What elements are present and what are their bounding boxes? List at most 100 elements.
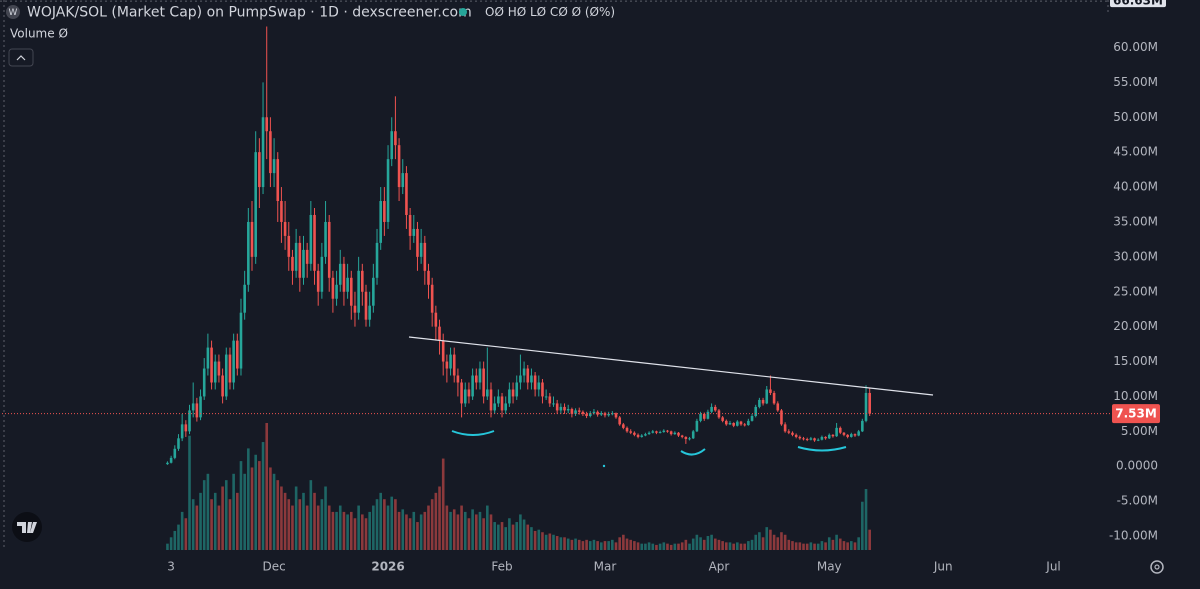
candle-body — [364, 291, 368, 320]
candle-body — [180, 424, 184, 439]
volume-bar — [842, 541, 846, 550]
volume-bar — [548, 533, 552, 550]
collapse-button[interactable] — [8, 48, 34, 67]
volume-bar — [717, 539, 721, 550]
volume-bar — [633, 541, 636, 550]
volume-bar — [861, 501, 864, 550]
candle-body — [629, 431, 633, 433]
settings-gear-center[interactable] — [1154, 564, 1160, 570]
volume-bar — [346, 514, 349, 550]
candle-body — [191, 403, 195, 411]
volume-bar — [835, 534, 838, 550]
candle-body — [357, 270, 360, 313]
candle-body — [761, 399, 765, 404]
volume-bar — [794, 542, 798, 550]
y-tick-label: 55.00M — [1113, 75, 1158, 89]
candle-body — [548, 396, 552, 404]
volume-bar — [691, 538, 695, 550]
candle-body — [305, 249, 309, 264]
volume-bar — [783, 534, 787, 550]
volume-bar — [280, 486, 283, 550]
volume-bar — [438, 486, 441, 550]
volume-bar — [710, 534, 713, 550]
volume-bar — [666, 543, 669, 550]
volume-bar — [213, 492, 217, 550]
volume-bar — [342, 511, 346, 550]
volume-bar — [684, 539, 688, 550]
candle-body — [349, 277, 353, 306]
volume-bar — [629, 539, 633, 550]
x-tick-label: 2026 — [371, 560, 404, 574]
candle-body — [254, 152, 257, 257]
volume-bar — [434, 492, 438, 550]
candle-body — [798, 436, 802, 439]
candle-body — [588, 413, 592, 416]
candle-body — [570, 409, 574, 414]
candle-body — [320, 256, 324, 292]
annotation-curve — [797, 446, 847, 452]
candle-body — [236, 340, 239, 369]
volume-bar — [423, 511, 427, 550]
candle-body — [633, 432, 636, 435]
volume-bar — [419, 514, 423, 550]
volume-bar — [221, 486, 224, 550]
volume-bar — [713, 538, 717, 550]
candle-body — [232, 340, 235, 383]
y-tick-label: 25.00M — [1113, 284, 1158, 298]
token-icon-letter: W — [9, 8, 18, 18]
settings-button[interactable] — [1150, 560, 1164, 574]
collapse-button-box[interactable] — [8, 48, 34, 67]
volume-bar — [305, 505, 309, 550]
candle-body — [269, 131, 272, 174]
candle-body — [691, 431, 695, 439]
candle-body — [732, 422, 735, 426]
volume-bar — [386, 505, 390, 550]
candle-body — [441, 340, 445, 362]
candle-body — [173, 448, 177, 458]
candle-body — [783, 424, 787, 432]
volume-bar — [471, 509, 474, 550]
candle-body — [636, 434, 640, 437]
candle-body — [169, 457, 173, 463]
volume-bar — [827, 537, 831, 550]
volume-bar — [838, 538, 842, 550]
candle-body — [555, 403, 559, 411]
candle-body — [438, 326, 441, 341]
candle-body — [677, 432, 680, 436]
candle-body — [434, 312, 438, 327]
settings-gear[interactable] — [1150, 560, 1164, 574]
volume-bar — [489, 514, 493, 550]
candle-body — [717, 410, 721, 418]
volume-bar — [611, 539, 614, 550]
volume-bar — [544, 534, 548, 550]
candle-body — [530, 375, 533, 383]
candle-body — [662, 430, 666, 433]
candle-body — [684, 436, 688, 440]
candle-body — [298, 242, 302, 278]
volume-bar — [577, 539, 581, 550]
volume-bar — [791, 541, 794, 550]
candle-body — [302, 249, 305, 278]
volume-bar — [640, 543, 644, 550]
volume-bar — [357, 505, 360, 550]
candle-body — [747, 420, 750, 426]
volume-bar — [721, 541, 724, 550]
candle-body — [750, 415, 754, 421]
volume-bar — [809, 542, 813, 550]
volume-bar — [195, 505, 199, 550]
volume-bar — [504, 527, 508, 550]
volume-bar — [486, 505, 489, 550]
candle-body — [618, 417, 621, 425]
candle-body — [846, 434, 849, 437]
candle-body — [243, 284, 246, 313]
candle-body — [868, 392, 871, 414]
candle-body — [559, 406, 563, 411]
volume-bar — [508, 518, 511, 550]
candle-body — [666, 430, 669, 432]
volume-bar — [831, 539, 835, 550]
candle-body — [338, 263, 342, 285]
candle-body — [405, 173, 408, 215]
collapse-chevron[interactable] — [16, 55, 26, 61]
candle-body — [772, 392, 776, 404]
